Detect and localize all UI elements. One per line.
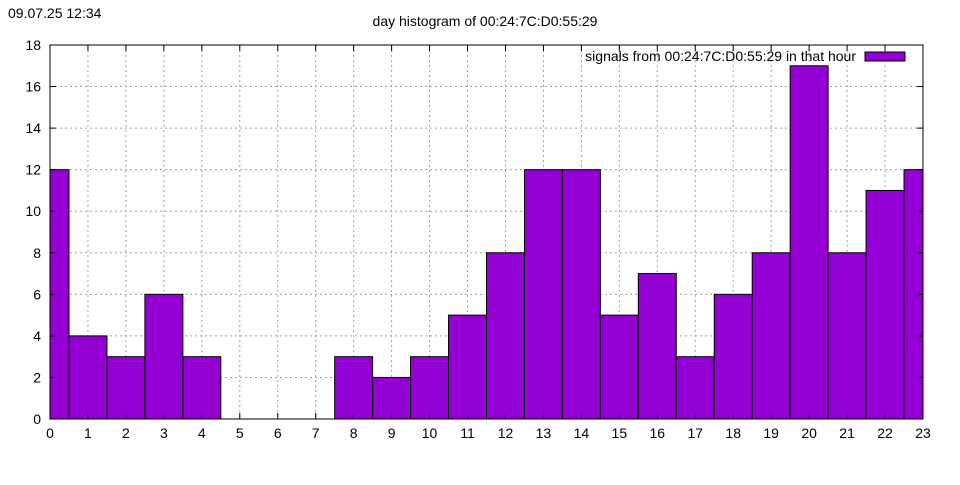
x-tick-label: 23 bbox=[915, 425, 931, 441]
x-tick-label: 21 bbox=[839, 425, 855, 441]
chart-title: day histogram of 00:24:7C:D0:55:29 bbox=[373, 13, 598, 29]
legend-swatch bbox=[864, 51, 906, 62]
x-tick-label: 2 bbox=[122, 425, 130, 441]
x-tick-label: 9 bbox=[388, 425, 396, 441]
legend: signals from 00:24:7C:D0:55:29 in that h… bbox=[585, 48, 906, 64]
x-tick-label: 12 bbox=[498, 425, 514, 441]
histogram-bar bbox=[675, 356, 715, 420]
plot-frame bbox=[49, 44, 924, 420]
y-tick-label: 18 bbox=[25, 37, 41, 53]
histogram-bar bbox=[523, 169, 563, 420]
axes: 0 1 2 3 4 5 6 7 8 9 10 11 12 13 14 15 16 17 18 19 20 21 22 2302… bbox=[25, 37, 931, 441]
y-tick-label: 6 bbox=[33, 286, 41, 302]
x-tick-label: 11 bbox=[460, 425, 475, 441]
histogram-bar bbox=[827, 252, 867, 420]
histogram-bar bbox=[789, 65, 829, 420]
x-tick-label: 14 bbox=[574, 425, 590, 441]
legend-label: signals from 00:24:7C:D0:55:29 in that h… bbox=[585, 48, 856, 64]
x-tick-label: 19 bbox=[763, 425, 779, 441]
y-tick-label: 4 bbox=[33, 328, 41, 344]
x-tick-label: 3 bbox=[160, 425, 168, 441]
x-tick-label: 18 bbox=[725, 425, 741, 441]
x-tick-label: 10 bbox=[422, 425, 438, 441]
x-tick-label: 8 bbox=[350, 425, 358, 441]
y-tick-label: 2 bbox=[33, 369, 41, 385]
x-tick-label: 0 bbox=[46, 425, 54, 441]
histogram-bar bbox=[182, 356, 222, 420]
x-tick-label: 6 bbox=[274, 425, 282, 441]
histogram-bar bbox=[637, 273, 677, 420]
histogram-bar bbox=[68, 335, 108, 420]
x-tick-label: 7 bbox=[312, 425, 320, 441]
y-tick-label: 14 bbox=[25, 120, 41, 136]
histogram-bar bbox=[448, 314, 488, 420]
y-tick-label: 8 bbox=[33, 245, 41, 261]
histogram-bar bbox=[334, 356, 374, 420]
x-tick-label: 16 bbox=[650, 425, 666, 441]
histogram-bar bbox=[372, 376, 412, 420]
x-tick-label: 5 bbox=[236, 425, 244, 441]
y-tick-label: 16 bbox=[25, 79, 41, 95]
histogram-bar bbox=[144, 293, 184, 420]
x-tick-label: 13 bbox=[536, 425, 552, 441]
timestamp: 09.07.25 12:34 bbox=[8, 5, 102, 21]
y-tick-label: 12 bbox=[25, 162, 41, 178]
x-tick-label: 20 bbox=[801, 425, 817, 441]
histogram-bar bbox=[106, 356, 146, 420]
x-tick-label: 4 bbox=[198, 425, 206, 441]
y-tick-label: 10 bbox=[25, 203, 41, 219]
histogram-bar bbox=[713, 293, 753, 420]
histogram-bar bbox=[486, 252, 525, 420]
y-tick-label: 0 bbox=[33, 411, 41, 427]
histogram-bar bbox=[865, 189, 905, 420]
x-tick-label: 15 bbox=[612, 425, 628, 441]
x-tick-label: 1 bbox=[84, 425, 92, 441]
x-tick-label: 22 bbox=[877, 425, 893, 441]
x-tick-label: 17 bbox=[687, 425, 703, 441]
histogram-bar bbox=[599, 314, 639, 420]
histogram-bar bbox=[561, 169, 601, 420]
histogram-bar bbox=[751, 252, 791, 420]
bars bbox=[49, 65, 924, 420]
histogram-bar bbox=[410, 356, 450, 420]
